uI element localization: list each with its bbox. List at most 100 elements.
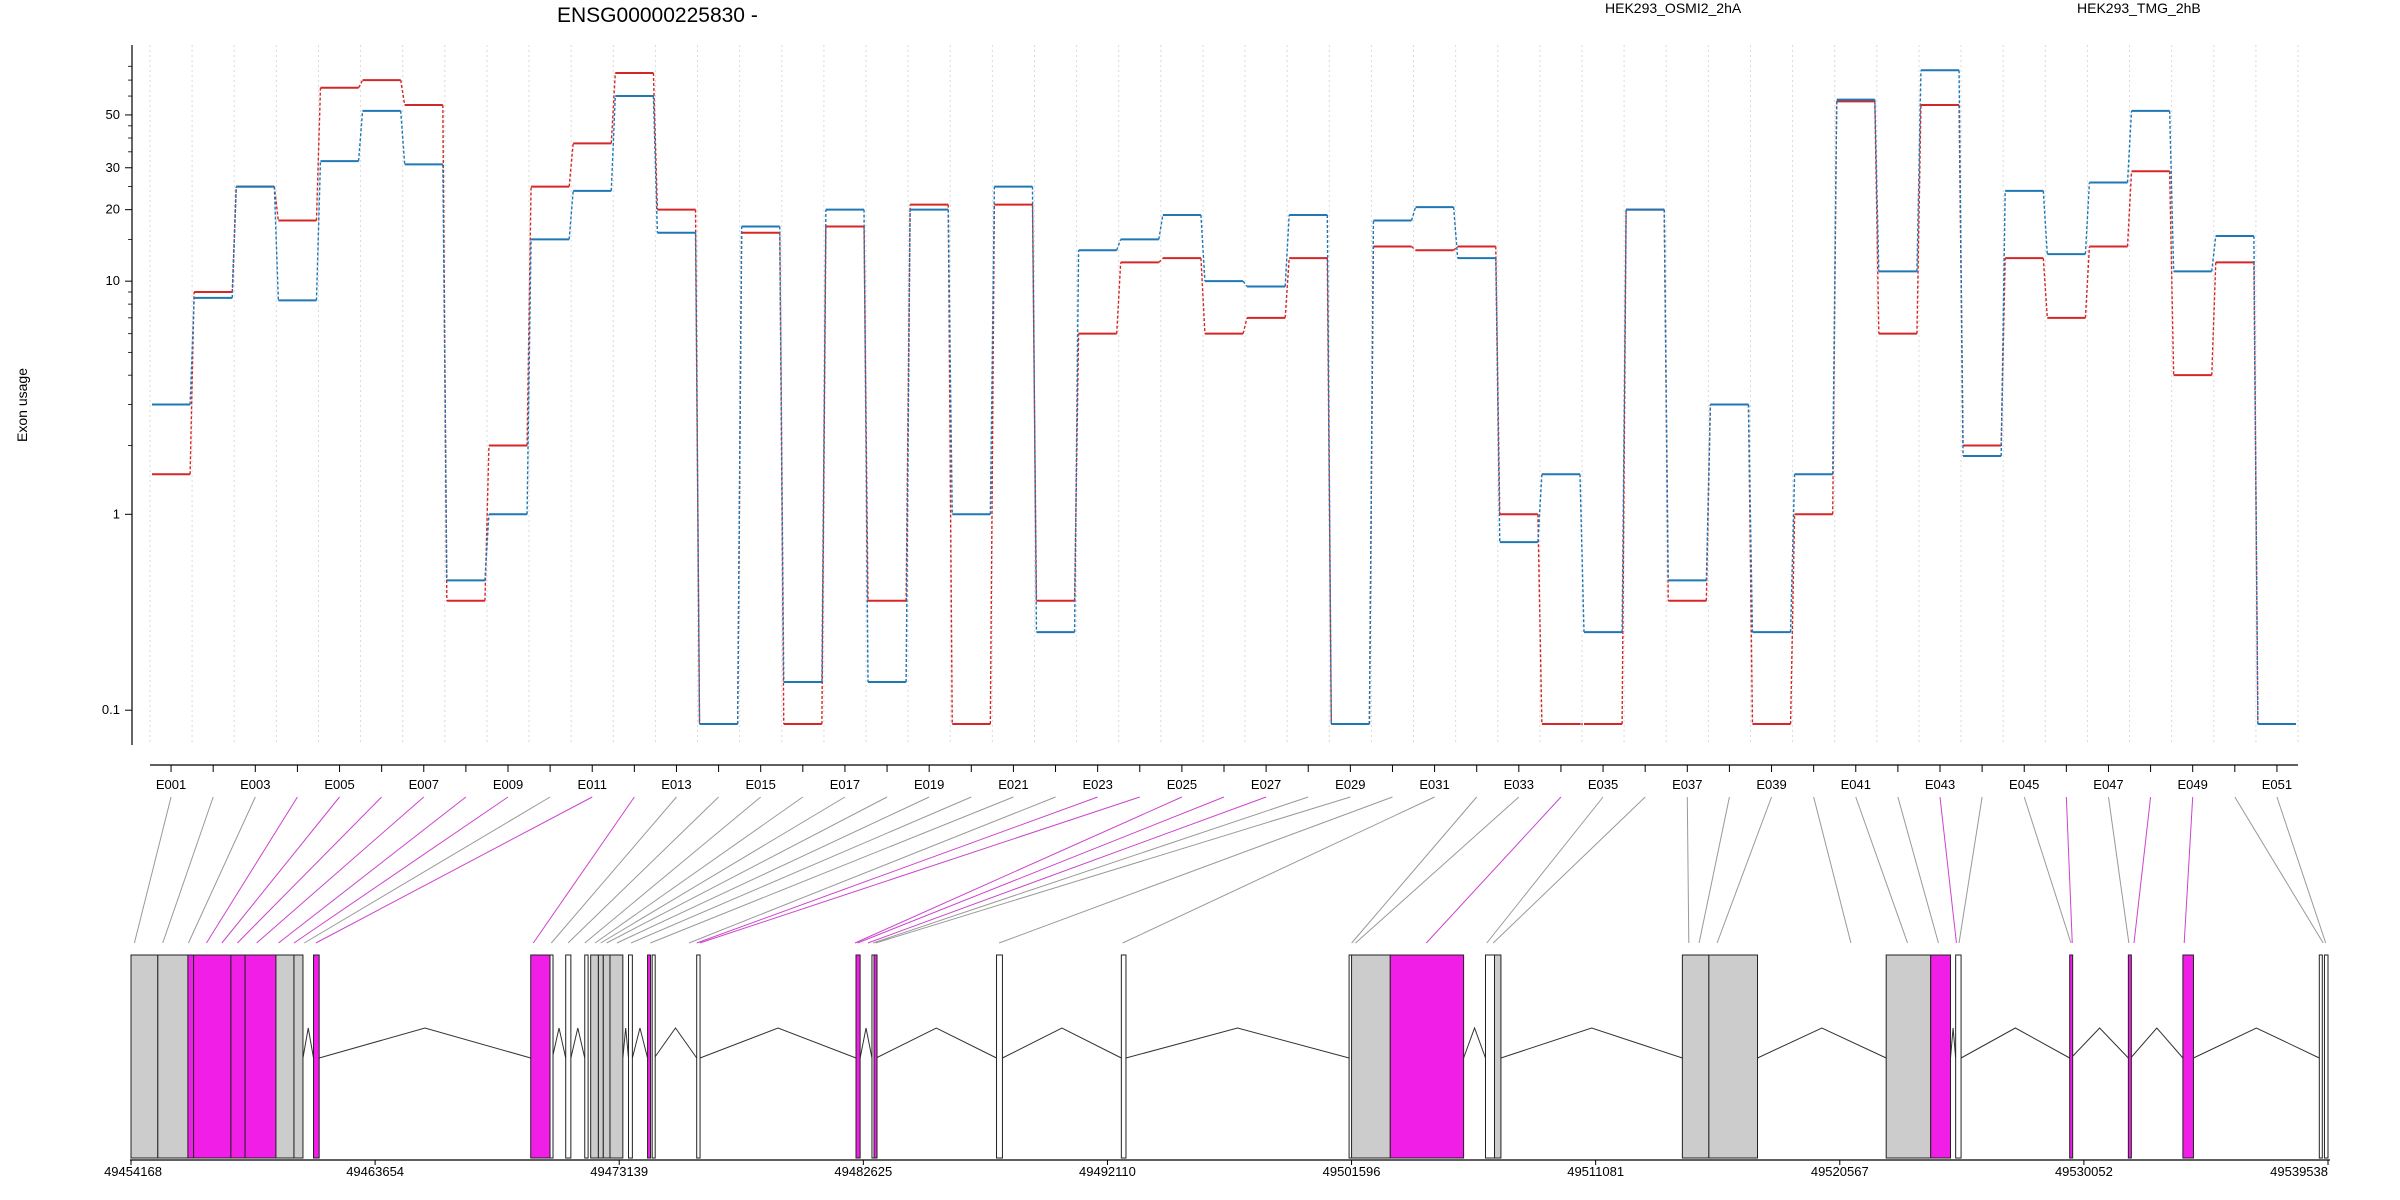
intron-line: [859, 1027, 873, 1059]
intron-line: [653, 1027, 698, 1059]
x-tick-label: E013: [661, 777, 691, 792]
series-2-connector: [357, 110, 364, 162]
exon-connector: [206, 796, 298, 944]
exon-box: [1120, 954, 1127, 1159]
series-2-connector: [400, 110, 406, 165]
exon-box: [651, 954, 656, 1159]
exon-box: [602, 954, 611, 1159]
series-1-connector: [610, 72, 616, 144]
series-1-connector: [1158, 257, 1164, 263]
x-tick-label: E003: [240, 777, 270, 792]
exon-connector: [1492, 796, 1646, 944]
series-1-connector: [1453, 245, 1459, 251]
genomic-coordinate-axis: 49454168 49463654 49473139 49482625 49492110…: [104, 1159, 2330, 1179]
x-tick-label: E043: [1925, 777, 1955, 792]
series-2-connector: [1537, 474, 1543, 543]
exon-connector: [616, 796, 930, 944]
coordinate-label: 49520567: [1811, 1164, 1869, 1179]
series-1-connector: [1916, 105, 1922, 334]
exon-connector: [162, 796, 214, 944]
intron-line: [2130, 1027, 2184, 1059]
series-1-connector: [357, 79, 364, 89]
series-1-connector: [526, 186, 532, 446]
exon-box: [873, 954, 878, 1159]
series-2-connector: [863, 209, 869, 683]
exon-connector: [688, 796, 1056, 944]
exon-box: [628, 954, 633, 1159]
exon-box: [549, 954, 554, 1159]
y-tick-label: 10: [106, 273, 120, 288]
y-tick-label: 1: [113, 506, 120, 521]
exon-connector: [606, 796, 888, 944]
series-2-connector: [1789, 474, 1796, 633]
coordinate-label: 49482625: [834, 1164, 892, 1179]
coordinate-label: 49501596: [1323, 1164, 1381, 1179]
series-1-connector: [315, 87, 322, 221]
series-2-connector: [1031, 186, 1038, 633]
exon-connector: [532, 796, 635, 944]
exon-box: [1484, 954, 1495, 1159]
series-1-connector: [231, 186, 237, 293]
exon-connector: [1425, 796, 1562, 944]
series-2-connector: [1284, 214, 1290, 287]
y-tick-label: 0.1: [102, 702, 120, 717]
exon-connector: [1698, 796, 1730, 944]
series-2-connector: [610, 96, 616, 191]
intron-line: [302, 1027, 315, 1059]
intron-line: [1960, 1027, 2070, 1059]
series-2-connector: [442, 164, 448, 581]
series-2-connector: [2168, 110, 2175, 272]
series-2-connector: [1116, 239, 1122, 251]
series-1-connector: [1874, 101, 1880, 334]
series-1-connector: [1116, 262, 1122, 334]
intron-line: [875, 1027, 997, 1059]
series-2-connector: [1495, 258, 1501, 543]
exon-connector: [1716, 796, 1772, 944]
series-2-connector: [821, 209, 827, 683]
exon-connector: [1855, 796, 1909, 944]
exon-connector: [2183, 796, 2194, 944]
y-tick-label: 50: [106, 107, 120, 122]
coordinate-label: 49463654: [346, 1164, 404, 1179]
series-1-connector: [989, 204, 996, 725]
series-1-connector: [2084, 246, 2091, 318]
series-2-connector: [1958, 70, 1964, 457]
series-1-connector: [1747, 404, 1754, 725]
exon-connector: [2276, 796, 2327, 944]
exon-box: [157, 954, 189, 1159]
exon-box: [2069, 954, 2074, 1159]
exon-connector: [998, 796, 1393, 944]
exon-box: [1351, 954, 1391, 1159]
series-2-connector: [2126, 110, 2133, 183]
x-tick-label: E001: [156, 777, 186, 792]
x-tick-label: E027: [1251, 777, 1281, 792]
intron-line: [622, 1027, 630, 1059]
series-2-connector: [905, 209, 911, 683]
exon-connector: [699, 796, 1140, 944]
exon-box: [1930, 954, 1952, 1159]
exon-connector: [315, 796, 593, 944]
series-1-connector: [1411, 245, 1417, 251]
exon-connector: [133, 796, 172, 944]
y-tick-label: 20: [106, 202, 120, 217]
exon-connector: [2234, 796, 2324, 944]
x-tick-label: E023: [1082, 777, 1112, 792]
intron-line: [1002, 1027, 1122, 1059]
series-2-connector: [1705, 404, 1712, 581]
exon-box: [293, 954, 304, 1159]
series-1-connector: [568, 143, 574, 187]
coordinate-label: 49511081: [1567, 1164, 1624, 1179]
series-2-connector: [2084, 182, 2091, 255]
exon-connector: [2065, 796, 2073, 944]
x-axis: E001 E003 E005 E007 E009 E011 E013 E015 E017 E019…: [150, 764, 2298, 792]
series-2-connector: [779, 226, 785, 683]
intron-line: [319, 1027, 531, 1059]
exon-box: [187, 954, 195, 1159]
y-axis-label: Exon usage: [14, 368, 30, 442]
series-1: [152, 71, 2296, 726]
plot-grid: [149, 45, 2299, 745]
exon-connector: [2133, 796, 2152, 944]
series-1-connector: [652, 72, 659, 210]
x-tick-label: E037: [1672, 777, 1702, 792]
